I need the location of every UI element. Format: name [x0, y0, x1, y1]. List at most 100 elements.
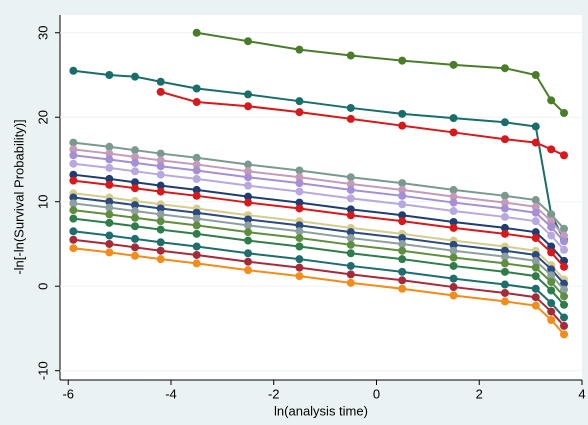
series-marker: [131, 152, 140, 161]
series-marker: [244, 37, 253, 46]
series-marker: [156, 210, 165, 219]
series-marker: [531, 196, 540, 205]
series-marker: [500, 64, 509, 73]
series-marker: [346, 234, 355, 243]
series-line: [73, 230, 565, 319]
series-marker: [131, 167, 140, 176]
series-marker: [449, 261, 458, 270]
series-marker: [192, 214, 201, 223]
series-marker: [295, 198, 304, 207]
series-marker: [131, 201, 140, 210]
series-marker: [244, 228, 253, 237]
series-marker: [346, 270, 355, 279]
series-marker: [295, 108, 304, 117]
series-marker: [192, 174, 201, 183]
series-marker: [547, 265, 556, 274]
series-marker: [156, 77, 165, 86]
series-marker: [69, 66, 78, 75]
series-marker: [346, 103, 355, 112]
series-marker: [398, 217, 407, 226]
series-marker: [531, 272, 540, 281]
series-marker: [244, 102, 253, 111]
series-marker: [156, 181, 165, 190]
series-marker: [156, 87, 165, 96]
series-marker: [131, 146, 140, 155]
series-marker: [105, 155, 114, 164]
series-marker: [69, 206, 78, 215]
series-marker: [547, 271, 556, 280]
series-marker: [398, 211, 407, 220]
series-marker: [531, 228, 540, 237]
series-marker: [449, 283, 458, 292]
series-marker: [295, 45, 304, 54]
series-marker: [346, 261, 355, 270]
series-line: [73, 217, 565, 306]
series-marker: [105, 239, 114, 248]
series-marker: [192, 259, 201, 268]
series-marker: [105, 142, 114, 151]
series-marker: [449, 207, 458, 216]
series-marker: [531, 301, 540, 310]
series-marker: [244, 90, 253, 99]
series-marker: [295, 221, 304, 230]
x-tick-label: -6: [62, 386, 74, 401]
series-marker: [192, 208, 201, 217]
series-marker: [131, 222, 140, 231]
series-marker: [69, 176, 78, 185]
series-marker: [560, 109, 569, 118]
series-marker: [131, 178, 140, 187]
series-marker: [449, 253, 458, 262]
series-marker: [500, 267, 509, 276]
series-marker: [560, 321, 569, 330]
series-marker: [346, 205, 355, 214]
series-marker: [346, 240, 355, 249]
series-marker: [244, 249, 253, 258]
series-line: [73, 238, 565, 327]
series-marker: [69, 193, 78, 202]
series-marker: [156, 238, 165, 247]
series-marker: [449, 185, 458, 194]
series-marker: [500, 118, 509, 127]
series-marker: [131, 72, 140, 81]
series-marker: [531, 217, 540, 226]
series-marker: [398, 179, 407, 188]
series-marker: [398, 191, 407, 200]
series-marker: [244, 236, 253, 245]
series-marker: [131, 243, 140, 252]
series-marker: [500, 223, 509, 232]
series-marker: [531, 284, 540, 293]
series-marker: [69, 214, 78, 223]
series-marker: [295, 227, 304, 236]
series-marker: [398, 276, 407, 285]
series-marker: [398, 200, 407, 209]
series-marker: [398, 109, 407, 118]
series-marker: [295, 255, 304, 264]
series-marker: [560, 300, 569, 309]
series-marker: [192, 250, 201, 259]
series-marker: [500, 204, 509, 213]
series-marker: [156, 170, 165, 179]
series-marker: [69, 235, 78, 244]
series-marker: [547, 277, 556, 286]
series-marker: [295, 179, 304, 188]
series-marker: [560, 151, 569, 160]
series-marker: [156, 156, 165, 165]
series-marker: [69, 159, 78, 168]
series-marker: [560, 262, 569, 271]
series-marker: [192, 84, 201, 93]
x-tick-label: 2: [476, 386, 483, 401]
series-marker: [547, 231, 556, 240]
series-marker: [547, 299, 556, 308]
x-tick-label: 4: [578, 386, 585, 401]
series-marker: [547, 286, 556, 295]
y-tick-label: 0: [35, 283, 50, 290]
series-marker: [346, 179, 355, 188]
series-marker: [131, 184, 140, 193]
series-marker: [547, 145, 556, 154]
series-marker: [156, 255, 165, 264]
series-marker: [547, 242, 556, 251]
series-marker: [531, 234, 540, 243]
series-marker: [244, 215, 253, 224]
series-marker: [105, 180, 114, 189]
series-marker: [560, 330, 569, 339]
